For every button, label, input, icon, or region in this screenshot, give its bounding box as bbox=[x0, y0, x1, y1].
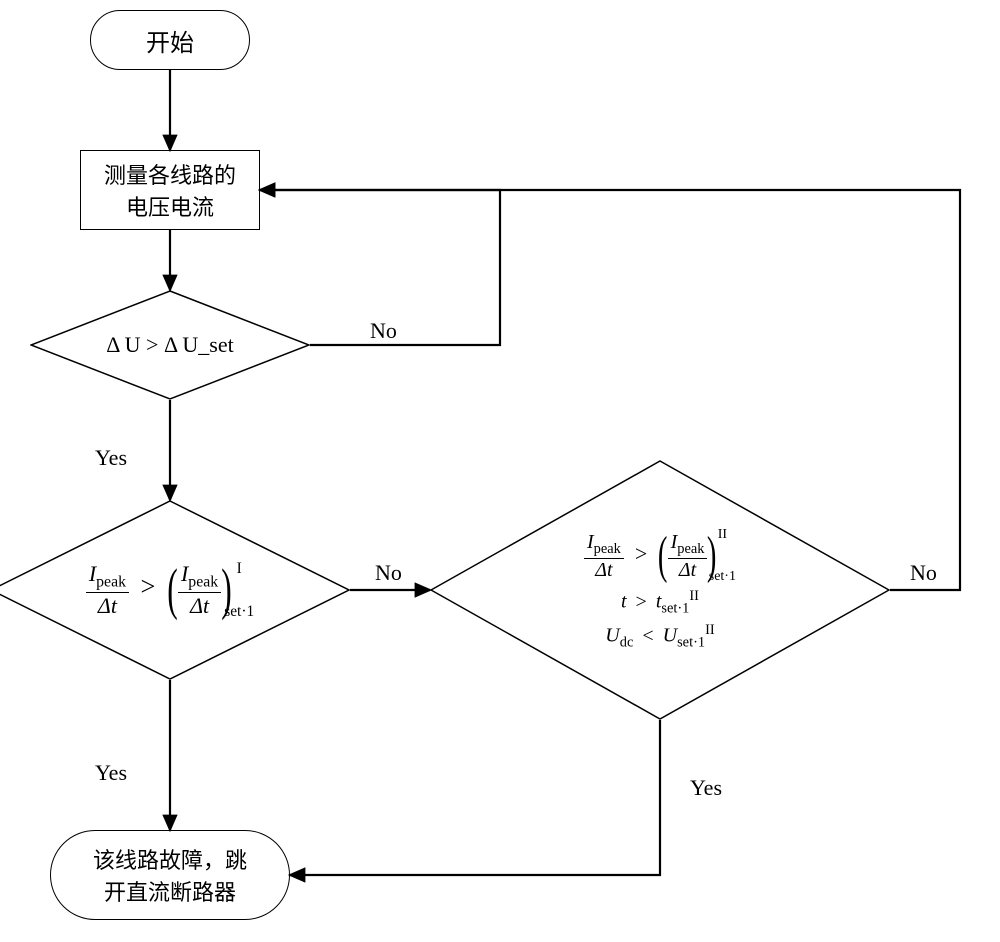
terminator-node: 开始 bbox=[90, 10, 250, 70]
edge-label: Yes bbox=[95, 445, 127, 471]
edge bbox=[290, 720, 660, 875]
edge-label: Yes bbox=[690, 775, 722, 801]
edge-label: No bbox=[370, 318, 397, 344]
decision-node: IpeakΔt > (IpeakΔt)Iset·1 bbox=[0, 500, 350, 680]
terminator-node: 该线路故障，跳开直流断路器 bbox=[50, 830, 290, 920]
edge-label: Yes bbox=[95, 760, 127, 786]
process-node: 测量各线路的电压电流 bbox=[80, 150, 260, 230]
decision-node: Δ U > Δ U_set bbox=[30, 290, 310, 400]
decision-node: IpeakΔt > (IpeakΔt)IIset·1t > tset·1IIUd… bbox=[430, 460, 890, 720]
edge-label: No bbox=[375, 560, 402, 586]
edge-label: No bbox=[910, 560, 937, 586]
